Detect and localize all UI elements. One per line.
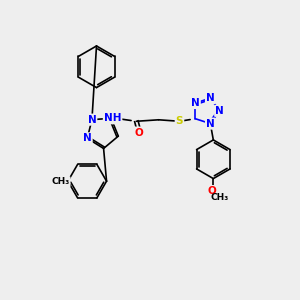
Text: CH₃: CH₃ (51, 177, 70, 186)
Text: N: N (88, 115, 96, 124)
Text: CH₃: CH₃ (210, 193, 228, 202)
Text: N: N (206, 93, 215, 103)
Text: O: O (135, 128, 144, 138)
Text: N: N (206, 118, 215, 129)
Text: O: O (208, 186, 216, 196)
Text: S: S (176, 116, 183, 126)
Text: N: N (191, 98, 200, 108)
Text: NH: NH (104, 113, 121, 123)
Text: N: N (215, 106, 224, 116)
Text: N: N (83, 133, 92, 143)
